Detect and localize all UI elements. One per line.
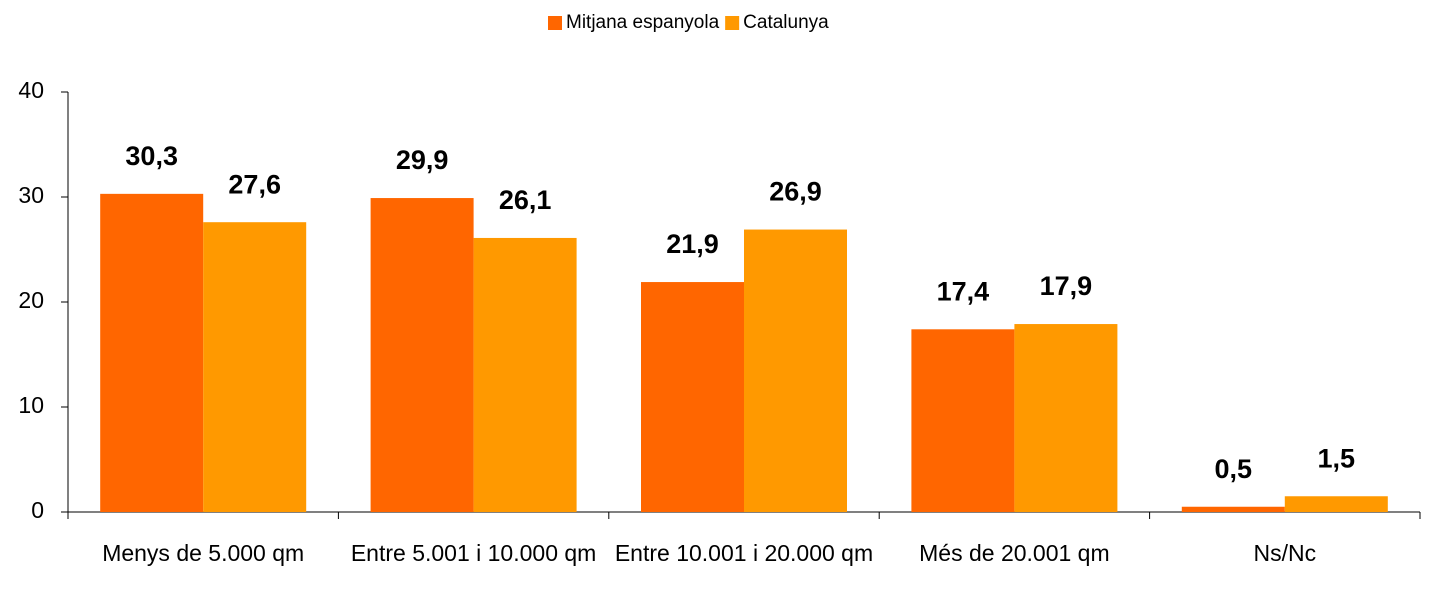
x-tick-label: Ns/Nc [1253,540,1317,566]
bar [203,222,307,512]
legend-label: Catalunya [743,12,829,33]
bar [744,229,847,513]
bar [911,329,1015,512]
value-label: 17,4 [937,276,990,306]
y-tick-label: 10 [18,392,44,418]
value-label: 26,1 [499,185,552,215]
value-label: 1,5 [1318,443,1356,473]
value-label: 27,6 [228,169,281,199]
y-tick-label: 30 [18,182,44,208]
value-label: 17,9 [1040,271,1093,301]
legend-label: Mitjana espanyola [566,12,720,33]
y-tick-label: 0 [31,497,44,523]
bar [641,282,744,512]
y-tick-label: 40 [18,77,44,103]
bar [100,193,204,512]
value-label: 21,9 [666,229,719,259]
value-label: 0,5 [1215,454,1253,484]
x-tick-label: Entre 10.001 i 20.000 qm [614,540,874,566]
x-tick-label: Entre 5.001 i 10.000 qm [350,540,597,566]
x-tick-label: Menys de 5.000 qm [102,540,305,566]
y-tick-label: 20 [18,287,44,313]
bar [370,198,474,513]
bar [1181,506,1285,512]
value-label: 30,3 [125,141,178,171]
value-label: 26,9 [769,177,822,207]
legend-swatch [725,16,740,30]
value-label: 29,9 [396,145,449,175]
x-tick-label: Més de 20.001 qm [919,540,1110,566]
legend-swatch [548,16,562,30]
bar [1014,324,1118,512]
bar [473,237,577,512]
bar [1284,496,1388,512]
